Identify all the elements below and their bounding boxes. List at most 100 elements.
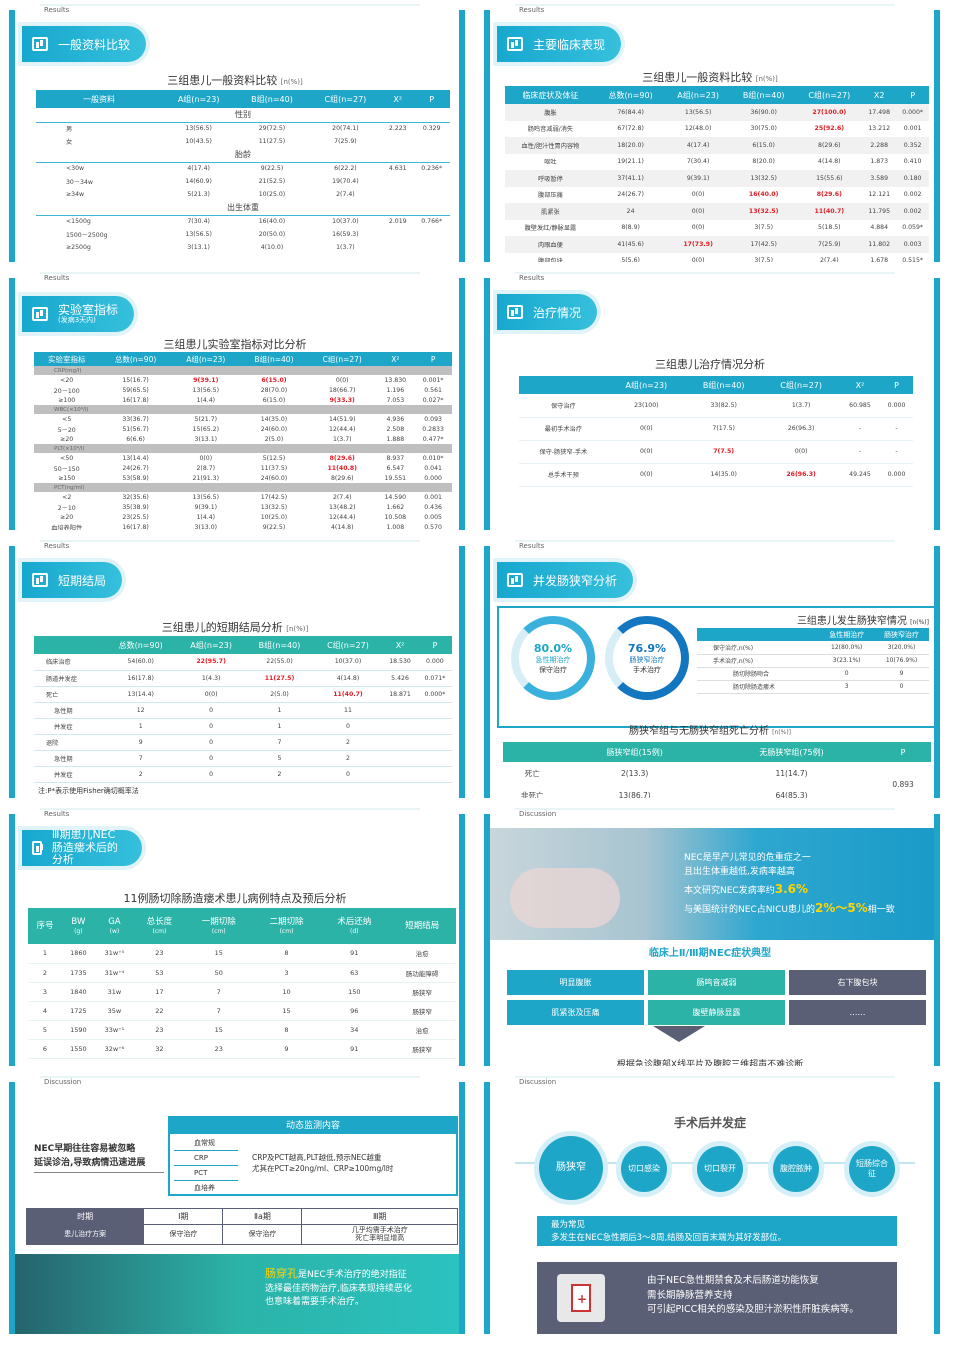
title-text: 三组患儿一般资料比较 xyxy=(642,71,753,84)
table-cell xyxy=(382,734,418,751)
subtitle: 临床上Ⅱ/Ⅲ期NEC症状典型 xyxy=(648,948,772,959)
table-cell: 33w⁺¹ xyxy=(94,1020,134,1040)
table-cell: 5.426 xyxy=(382,670,418,687)
table-cell: 5(12.5) xyxy=(262,454,286,462)
table-cell: 19.551 xyxy=(384,474,407,482)
table-cell: 2.019 xyxy=(388,218,407,226)
table-cell: 28(70.0) xyxy=(260,386,288,394)
slide-discussion-2: Discussion NEC早期往往容易被忽略 延误诊治,导致病情迅速进展 动态… xyxy=(0,1072,470,1334)
footnote: 注:P*表示使用Fisher确切概率法 xyxy=(38,787,139,795)
banner-line3: 也意味着需要手术治疗。 xyxy=(265,1297,365,1307)
header-cell: X² xyxy=(839,376,881,394)
table-row: <30w 4(17.4) 9(22.5) 6(22.2) 4.631 0.236* xyxy=(36,162,450,175)
circle-label: 切口感染 xyxy=(628,1164,660,1174)
table-cell: 治愈 xyxy=(388,1020,456,1040)
stricture-box xyxy=(497,606,939,728)
header-unit: (cm) xyxy=(152,927,167,935)
header-cell: Ⅰ期 xyxy=(143,1208,224,1225)
table-title: 三组患儿一般资料比较 [n(%)] xyxy=(0,72,470,88)
table-cell: 4 xyxy=(28,1001,62,1021)
table-row: 2 1735 31w⁺⁴ 53 50 3 63 肠功能障碍 xyxy=(28,963,456,983)
table-cell: 13(56.5) xyxy=(185,125,212,133)
t1-title: 三组患儿发生肠狭窄情况 [n(%)] xyxy=(697,612,929,627)
table-cell: 8(8.9) xyxy=(621,224,640,232)
table-cell: 0(0) xyxy=(607,463,685,487)
tab-label: 主要临床表现 xyxy=(533,37,606,52)
table-cell: 13(56.5) xyxy=(185,231,212,238)
table-cell: 26(96.3) xyxy=(762,463,840,487)
tab-label: 一般资料比较 xyxy=(58,37,131,52)
table-cell: 14.590 xyxy=(384,493,407,501)
table-cell: 女 xyxy=(66,139,73,146)
table-cell: 17(42.5) xyxy=(750,240,777,248)
table-cell: 5(18.5) xyxy=(818,224,841,232)
header-label: GA xyxy=(108,917,121,928)
table-cell: 10.508 xyxy=(384,513,407,521)
table-cell: 25(92.6) xyxy=(814,125,845,133)
tab-label: 实验室指标 xyxy=(58,302,119,317)
table-cell: 0.000 xyxy=(417,654,452,671)
chart-icon xyxy=(32,307,48,321)
monitor-item: 血培养 xyxy=(174,1181,238,1196)
table-cell: 0(0) xyxy=(199,454,213,462)
table-cell: 31w⁺⁵ xyxy=(94,944,134,964)
ring1-pct: 80.0% xyxy=(533,641,573,655)
top-line xyxy=(515,540,895,542)
hero-line3: 本文研究NEC发病率约3.6% xyxy=(684,880,895,899)
table-cell: 4.884 xyxy=(870,224,889,232)
header-row: 急性期治疗 肠狭窄治疗 xyxy=(697,628,929,641)
table-cell: 3 xyxy=(28,982,62,1002)
table-cell: 1.662 xyxy=(386,503,405,511)
table-row: 男 13(56.5) 29(72.5) 20(74.1) 2.223 0.329 xyxy=(36,122,450,135)
table-cell: 36(90.0) xyxy=(750,108,777,116)
table-cell: 11(40.7) xyxy=(814,207,845,215)
table-cell xyxy=(413,135,450,148)
header-cell: B组(n=40) xyxy=(730,86,797,104)
table-cell: 2－10 xyxy=(57,504,76,512)
bed-icon xyxy=(507,37,523,51)
monitor-item: PCT xyxy=(174,1166,238,1181)
table-cell: 0.766* xyxy=(421,218,443,226)
cell-text: 保守治疗 xyxy=(248,1229,277,1238)
table-cell: 1 xyxy=(104,718,177,735)
table-cell: 5 xyxy=(28,1020,62,1040)
header-cell xyxy=(697,628,820,641)
table-cell: 7(25.9) xyxy=(334,138,357,145)
nutrition-text: 由于NEC急性期禁食及术后肠道功能恢复 需长期静脉营养支持 可引起PICC相关的… xyxy=(647,1274,859,1318)
table-cell: 1 xyxy=(245,702,314,719)
table-cell: 30(75.0) xyxy=(750,125,777,133)
table-cell: 0(0) xyxy=(607,417,685,441)
table-row: <1500g 7(30.4) 16(40.0) 10(37.0) 2.019 0.766* xyxy=(36,215,450,228)
table-cell: 0 xyxy=(176,718,246,735)
stage-table: 时期 Ⅰ期 Ⅱa期 Ⅲ期 患儿治疗方案 保守治疗 保守治疗 几乎均需手术治疗 死亡率明显增高 xyxy=(25,1208,458,1245)
table-cell: 96 xyxy=(320,1001,389,1021)
results-tag: Results xyxy=(519,274,545,282)
table-cell: 32w⁺⁶ xyxy=(94,1039,134,1059)
table-cell: 腹壁发红/静脉显露 xyxy=(524,225,577,233)
table-cell: ≥100 xyxy=(58,396,76,404)
table-cell: 3(20.0%) xyxy=(874,641,929,655)
table-cell: 0.093 xyxy=(424,415,442,423)
top-line xyxy=(515,272,895,274)
table-cell: 13.212 xyxy=(868,125,891,133)
section-tab: 主要临床表现 xyxy=(497,26,622,62)
table-row: 并发症 2 0 2 0 xyxy=(34,766,452,783)
table-cell xyxy=(413,228,450,241)
table-cell: 肠鸣音减弱/消失 xyxy=(527,126,574,134)
ring1-label1: 急性期治疗 xyxy=(535,655,571,664)
header-row: 实验室指标 总数(n=90) A组(n=23) B组(n=40) C组(n=27) X² P xyxy=(34,352,452,366)
table-cell: 10(25.0) xyxy=(258,191,286,198)
table-cell: 0.071* xyxy=(417,670,452,687)
table-row: ≥2500g 3(13.1) 4(10.0) 1(3.7) xyxy=(36,241,450,254)
table-cell: 3(23.1%) xyxy=(819,654,875,668)
clinical-table: 临床症状及体征 总数(n=90) A组(n=23) B组(n=40) C组(n=27) X… xyxy=(505,86,929,262)
general-info-table: 一般资料 A组(n=23) B组(n=40) C组(n=27) X² P 性别男 13(56.… xyxy=(36,90,450,254)
symptom-box: 明显腹胀 xyxy=(507,970,644,995)
table-row: 死亡 2(13.3) 11(14.7) 0.893 xyxy=(503,762,931,789)
table-cell: 13(32.5) xyxy=(750,174,777,182)
table-cell: 32(35.6) xyxy=(122,493,149,501)
table-cell: 腹胀 xyxy=(544,109,557,117)
table-cell: 肠切除肠造瘘术 xyxy=(697,680,820,694)
banner-line1a: 肠穿孔 xyxy=(265,1267,298,1280)
table-cell: 0 xyxy=(313,766,383,783)
